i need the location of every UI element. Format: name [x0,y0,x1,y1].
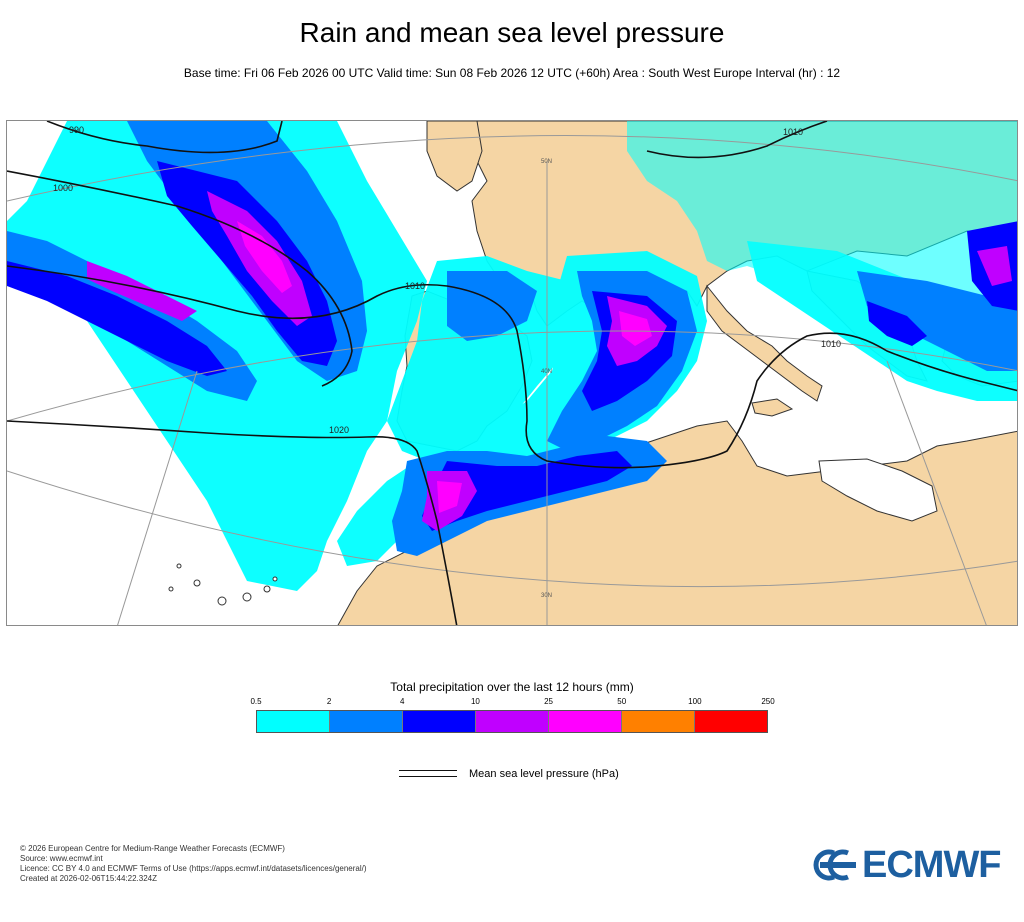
precipitation-colorbar [256,710,768,733]
precip-band-extreme [237,221,652,513]
colorbar-swatch [476,711,549,732]
meridian-left [117,370,198,625]
pressure-legend-label: Mean sea level pressure (hPa) [469,768,619,780]
colorbar-swatch [403,711,476,732]
colorbar-swatch [695,711,767,732]
isobar-label-1010-east: 1010 [821,339,841,349]
chart-subtitle: Base time: Fri 06 Feb 2026 00 UTC Valid … [183,66,841,80]
isobar-990 [46,121,283,154]
isobar-1010-north [646,121,828,159]
isobar-label-1010-west: 1010 [405,281,425,291]
isobars [7,121,1017,625]
colorbar-swatch [330,711,403,732]
isobar-1000 [7,170,353,387]
footer-created: Created at 2026-02-06T15:44:22.324Z [20,874,157,883]
isobar-label-990: 990 [69,125,84,135]
canary-islands [168,563,278,606]
precipitation-map: 50N 40N 30N 990 1000 1010 1020 1010 1010 [7,121,1017,625]
ecmwf-logo-text: ECMWF [862,843,1002,886]
parallel-middle [7,330,1017,422]
colorbar-tick-label: 100 [688,697,702,706]
colorbar-tick-label: 0.5 [250,697,262,706]
land-italy [706,284,823,402]
footer-licence: Licence: CC BY 4.0 and ECMWF Terms of Us… [20,864,367,873]
parallel-south [7,470,1017,588]
parallel-north [7,135,1017,202]
sirte-gulf [818,458,938,522]
pressure-legend: Mean sea level pressure (hPa) [399,766,699,786]
grid-label-50n: 50N [541,159,552,165]
colorbar-tick-label: 2 [326,697,332,706]
footer-copyright: © 2026 European Centre for Medium-Range … [20,844,285,853]
footer-source: Source: www.ecmwf.int [20,854,103,863]
legend-title: Total precipitation over the last 12 hou… [390,680,634,694]
colorbar-tick-label: 10 [470,697,480,706]
colorbar-swatch [622,711,695,732]
isobar-1010-west [7,265,1017,469]
map-panel: 50N 40N 30N 990 1000 1010 1020 1010 1010 [6,120,1018,626]
pressure-line-sample [399,770,457,777]
ecmwf-logo: ECMWF [812,843,1012,886]
ecmwf-logo-icon [813,849,856,881]
graticule [7,135,1017,625]
colorbar-tick-label: 250 [761,697,775,706]
colorbar-swatch [549,711,622,732]
legend-ticks: 0.5 2 4 10 25 50 100 250 [250,697,774,709]
chart-title: Rain and mean sea level pressure [299,17,725,48]
grid-label-40n: 40N [541,369,552,375]
grid-label-30n: 30N [541,593,552,599]
isobar-label-1010-north: 1010 [783,127,803,137]
colorbar-swatch [257,711,330,732]
colorbar-tick-label: 4 [400,697,405,706]
isobar-label-1000: 1000 [53,183,73,193]
colorbar-tick-label: 25 [544,697,554,706]
isobar-label-1020: 1020 [329,425,349,435]
footer-credits: © 2026 European Centre for Medium-Range … [20,844,367,884]
land-sicily [751,398,794,417]
colorbar-tick-label: 50 [617,697,627,706]
meridian-right [886,360,987,625]
isobar-1020 [7,420,458,625]
